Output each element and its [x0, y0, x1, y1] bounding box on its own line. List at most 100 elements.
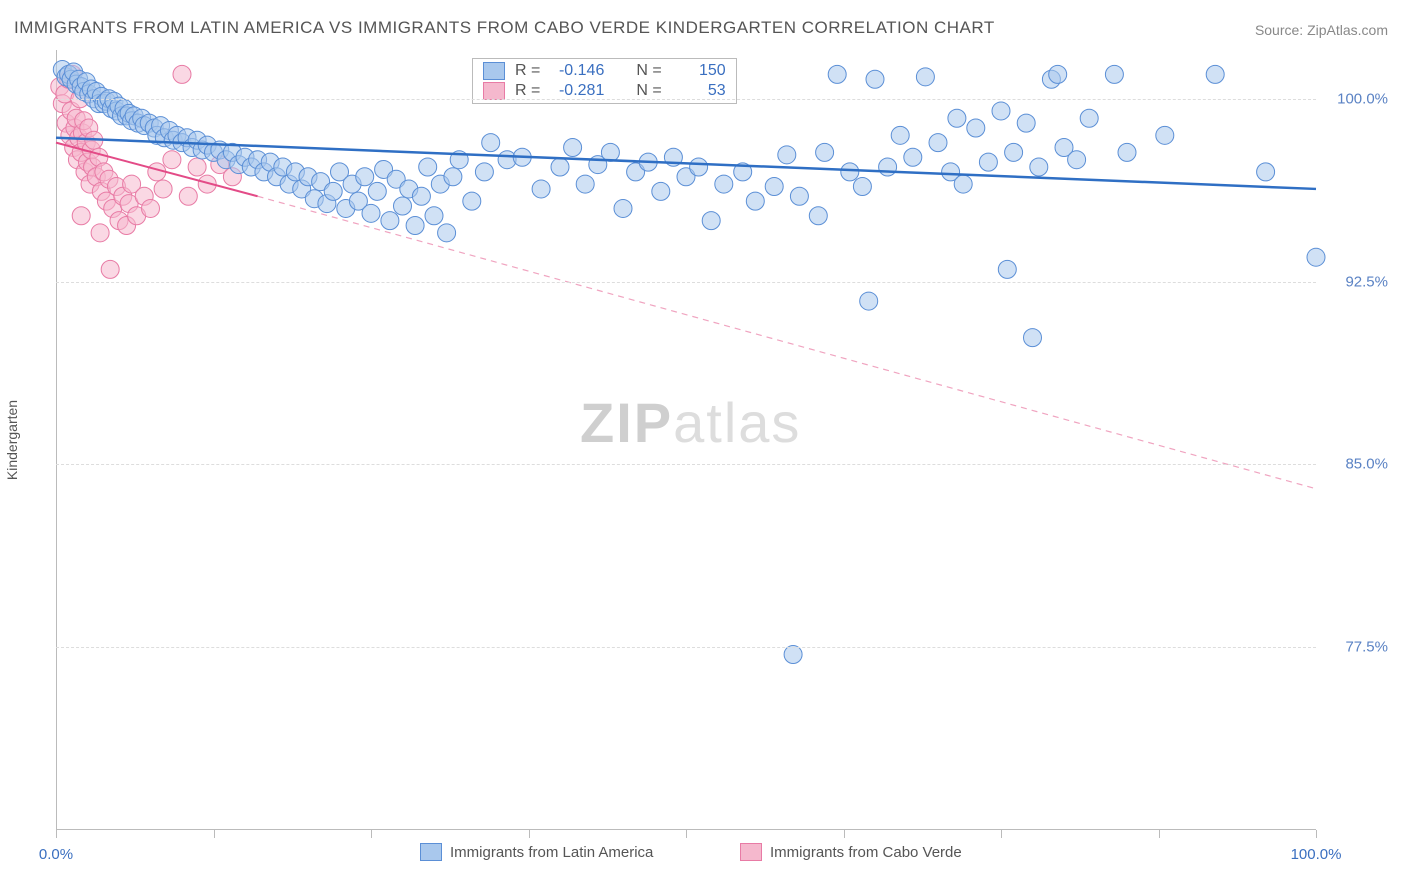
ytick-label: 77.5% [1345, 639, 1388, 656]
scatter-point [444, 168, 462, 186]
source-label: Source: ZipAtlas.com [1255, 22, 1388, 38]
scatter-point [828, 65, 846, 83]
legend-swatch [420, 843, 442, 861]
scatter-point [746, 192, 764, 210]
scatter-point [551, 158, 569, 176]
scatter-point [368, 182, 386, 200]
ytick-label: 85.0% [1345, 456, 1388, 473]
scatter-point [809, 207, 827, 225]
y-axis-label: Kindergarten [4, 400, 20, 480]
scatter-point [564, 139, 582, 157]
scatter-point [998, 260, 1016, 278]
legend-bottom-item: Immigrants from Latin America [420, 843, 653, 861]
scatter-point [1206, 65, 1224, 83]
ytick-label: 92.5% [1345, 273, 1388, 290]
scatter-point [702, 212, 720, 230]
gridline [56, 647, 1316, 648]
scatter-point [356, 168, 374, 186]
legend-swatch-pink [483, 82, 505, 100]
scatter-point [1049, 65, 1067, 83]
scatter-point [765, 178, 783, 196]
scatter-point [91, 224, 109, 242]
scatter-point [394, 197, 412, 215]
scatter-point [1005, 143, 1023, 161]
legend-stats-row-blue: R = -0.146 N = 150 [473, 61, 736, 81]
scatter-point [475, 163, 493, 181]
scatter-point [101, 260, 119, 278]
scatter-point [324, 182, 342, 200]
scatter-point [482, 134, 500, 152]
scatter-point [904, 148, 922, 166]
n-value-pink: 53 [672, 82, 726, 100]
scatter-point [362, 204, 380, 222]
scatter-point [173, 65, 191, 83]
legend-stats: R = -0.146 N = 150 R = -0.281 N = 53 [472, 58, 737, 104]
scatter-point [406, 217, 424, 235]
scatter-point [72, 207, 90, 225]
scatter-point [715, 175, 733, 193]
legend-bottom-item: Immigrants from Cabo Verde [740, 843, 962, 861]
scatter-point [1024, 329, 1042, 347]
scatter-point [1030, 158, 1048, 176]
scatter-point [790, 187, 808, 205]
scatter-point [929, 134, 947, 152]
scatter-point [532, 180, 550, 198]
scatter-point [601, 143, 619, 161]
n-label: N = [636, 82, 661, 100]
scatter-point [576, 175, 594, 193]
xtick [844, 830, 845, 838]
scatter-point [1118, 143, 1136, 161]
scatter-point [1017, 114, 1035, 132]
scatter-point [1307, 248, 1325, 266]
scatter-point [142, 199, 160, 217]
xtick [371, 830, 372, 838]
scatter-point [954, 175, 972, 193]
gridline [56, 99, 1316, 100]
n-value-blue: 150 [672, 62, 726, 80]
scatter-point [1257, 163, 1275, 181]
scatter-point [916, 68, 934, 86]
xtick [529, 830, 530, 838]
r-label: R = [515, 62, 540, 80]
scatter-point [866, 70, 884, 88]
trend-line [258, 196, 1316, 489]
xtick [56, 830, 57, 838]
n-label: N = [636, 62, 661, 80]
xaxis-label: 0.0% [39, 846, 73, 863]
gridline [56, 464, 1316, 465]
scatter-point [163, 151, 181, 169]
scatter-point [690, 158, 708, 176]
xaxis-label: 100.0% [1291, 846, 1342, 863]
scatter-point [860, 292, 878, 310]
scatter-point [614, 199, 632, 217]
scatter-point [381, 212, 399, 230]
scatter-point [841, 163, 859, 181]
scatter-point [853, 178, 871, 196]
scatter-point [1156, 126, 1174, 144]
scatter-point [1080, 109, 1098, 127]
scatter-point [463, 192, 481, 210]
scatter-point [438, 224, 456, 242]
scatter-point [891, 126, 909, 144]
r-value-blue: -0.146 [550, 62, 604, 80]
gridline [56, 282, 1316, 283]
legend-swatch [740, 843, 762, 861]
scatter-point [652, 182, 670, 200]
scatter-point [179, 187, 197, 205]
xtick [1316, 830, 1317, 838]
legend-label: Immigrants from Cabo Verde [770, 844, 962, 861]
xtick [1159, 830, 1160, 838]
scatter-point [992, 102, 1010, 120]
xtick [1001, 830, 1002, 838]
scatter-point [879, 158, 897, 176]
scatter-point [948, 109, 966, 127]
xtick [686, 830, 687, 838]
chart-title: IMMIGRANTS FROM LATIN AMERICA VS IMMIGRA… [14, 18, 995, 38]
legend-label: Immigrants from Latin America [450, 844, 653, 861]
scatter-point [967, 119, 985, 137]
scatter-point [1105, 65, 1123, 83]
r-value-pink: -0.281 [550, 82, 604, 100]
scatter-point [425, 207, 443, 225]
scatter-point [419, 158, 437, 176]
r-label: R = [515, 82, 540, 100]
